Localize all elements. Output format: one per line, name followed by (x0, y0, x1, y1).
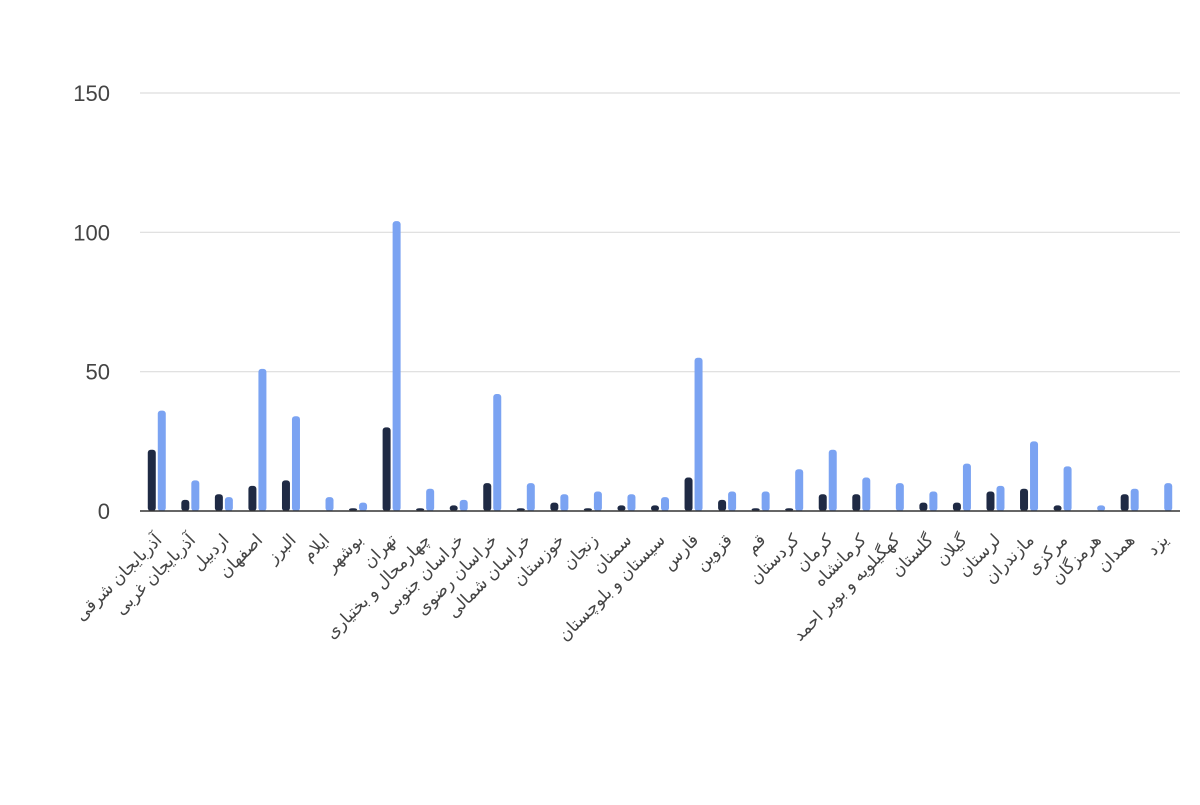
y-axis-ticks: 0 50 100 150 (73, 81, 110, 524)
x-tick-label: همدان (1093, 530, 1138, 575)
bar-series-1 (852, 494, 861, 511)
bar-series-2 (224, 497, 233, 511)
bar-series-2 (291, 416, 300, 511)
bar-series-1 (147, 449, 156, 511)
bar-series-2 (1164, 483, 1173, 511)
bar-series-2 (1097, 505, 1106, 511)
bar-series-1 (550, 502, 559, 511)
bar-series-2 (728, 491, 737, 511)
bar-series-2 (325, 497, 334, 511)
bar-series-2 (694, 357, 703, 511)
x-tick-label: یزد (1143, 530, 1173, 560)
x-tick-label: فارس (659, 530, 703, 574)
bar-series-2 (929, 491, 938, 511)
bar-series-1 (181, 499, 190, 511)
gridlines (140, 92, 1180, 373)
bars (147, 221, 1173, 512)
bar-series-1 (617, 505, 626, 511)
bar-series-2 (593, 491, 602, 511)
bar-series-2 (426, 488, 435, 511)
bar-series-2 (627, 494, 636, 511)
bar-series-1 (1053, 505, 1062, 511)
bar-series-2 (828, 449, 837, 511)
bar-series-2 (493, 393, 502, 511)
bar-series-2 (1063, 466, 1072, 511)
bar-series-2 (895, 483, 904, 511)
bar-series-1 (483, 483, 492, 511)
y-tick-label: 150 (73, 81, 110, 106)
y-tick-label: 0 (98, 499, 110, 524)
y-tick-label: 50 (86, 360, 110, 385)
y-tick-label: 100 (73, 220, 110, 245)
bar-series-2 (526, 483, 535, 511)
bar-series-1 (919, 502, 928, 511)
bar-series-1 (382, 427, 391, 511)
bar-series-2 (661, 497, 669, 511)
bar-series-2 (459, 499, 468, 511)
bar-series-1 (281, 480, 290, 511)
bar-series-2 (1030, 441, 1039, 511)
bar-series-1 (248, 485, 257, 511)
bar-series-2 (258, 368, 267, 511)
bar-series-1 (718, 499, 727, 511)
bar-series-2 (359, 502, 368, 511)
bar-series-2 (962, 463, 971, 511)
bar-series-1 (986, 491, 995, 511)
bar-series-2 (761, 491, 770, 511)
bar-series-2 (392, 221, 401, 512)
bar-series-2 (1130, 488, 1139, 511)
bar-series-1 (651, 505, 659, 511)
bar-series-2 (862, 477, 871, 511)
x-tick-label: قزوین (692, 530, 737, 575)
bar-series-1 (1020, 488, 1029, 511)
bar-series-1 (684, 477, 693, 511)
bar-series-2 (191, 480, 200, 511)
x-tick-label: بوشهر (321, 530, 368, 577)
bar-series-1 (952, 502, 961, 511)
bar-series-1 (818, 494, 827, 511)
bar-series-2 (795, 469, 804, 511)
x-tick-label: البرز (263, 530, 301, 568)
bar-series-1 (1120, 494, 1129, 511)
bar-series-1 (214, 494, 223, 511)
bar-series-2 (157, 410, 166, 511)
bar-series-1 (449, 505, 458, 511)
bar-series-2 (996, 485, 1005, 511)
bar-series-2 (560, 494, 569, 511)
